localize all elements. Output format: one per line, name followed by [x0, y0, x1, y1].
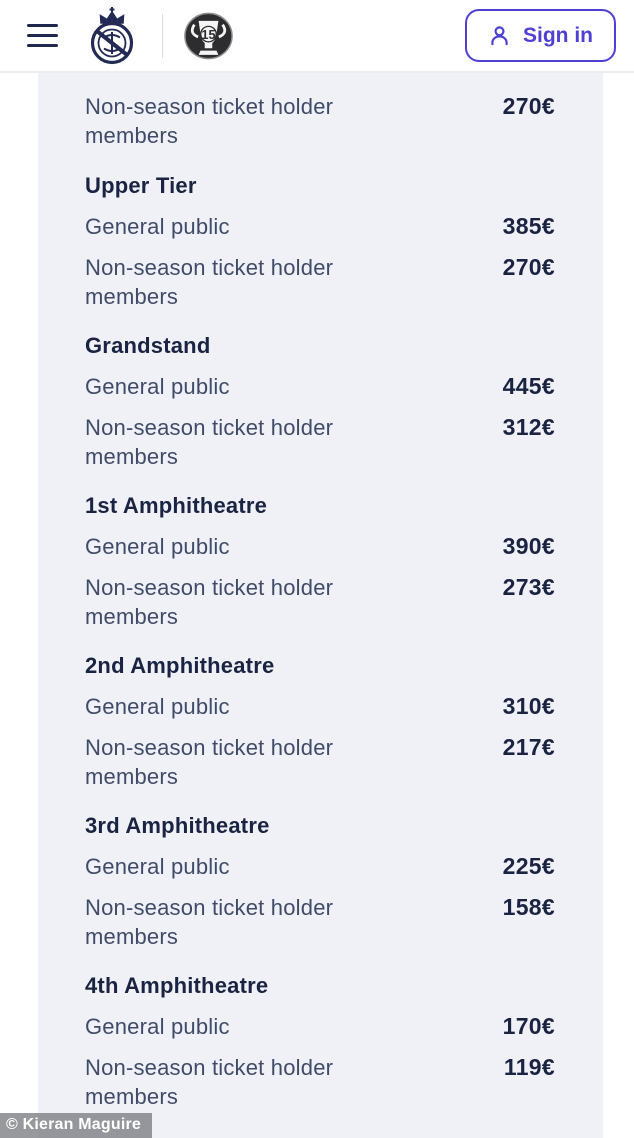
- price-row-label: General public: [85, 374, 230, 399]
- ticket-price-list: Non-season ticket holder members 270€ Up…: [38, 73, 603, 1138]
- price-row-value: 119€: [503, 1054, 555, 1080]
- price-row-label: General public: [85, 1014, 230, 1039]
- price-row-value: 310€: [502, 693, 555, 719]
- price-row: General public 225€: [85, 852, 555, 881]
- price-row-label: Non-season ticket holder members: [85, 735, 334, 789]
- price-row-value: 385€: [502, 213, 555, 239]
- price-row: Non-season ticket holder members 270€: [85, 92, 555, 150]
- price-row-value: 445€: [502, 373, 555, 399]
- real-madrid-crest-icon[interactable]: [87, 6, 137, 66]
- price-row: General public 170€: [85, 1012, 555, 1041]
- price-section-4th-amphitheatre: 4th Amphitheatre General public 170€ Non…: [85, 974, 555, 1111]
- price-row: Non-season ticket holder members 270€: [85, 253, 555, 311]
- section-title: 3rd Amphitheatre: [85, 813, 270, 838]
- sign-in-button[interactable]: Sign in: [465, 9, 616, 62]
- section-title: 1st Amphitheatre: [85, 493, 268, 518]
- price-row: Non-season ticket holder members 158€: [85, 893, 555, 951]
- price-row-value: 170€: [502, 1013, 555, 1039]
- ucl-badge-number: 15: [201, 26, 215, 41]
- header-divider: [162, 13, 163, 58]
- section-title: Grandstand: [85, 333, 211, 358]
- price-section-grandstand: Grandstand General public 445€ Non-seaso…: [85, 334, 555, 471]
- price-row: Non-season ticket holder members 217€: [85, 733, 555, 791]
- price-row-label: Non-season ticket holder members: [85, 415, 334, 469]
- credit-watermark: © Kieran Maguire: [0, 1113, 153, 1138]
- price-row-label: Non-season ticket holder members: [85, 255, 334, 309]
- section-title: 2nd Amphitheatre: [85, 653, 275, 678]
- price-row: General public 390€: [85, 532, 555, 561]
- person-icon: [491, 26, 508, 46]
- price-section-upper-tier: Upper Tier General public 385€ Non-seaso…: [85, 174, 555, 311]
- price-row-label: General public: [85, 214, 230, 239]
- price-row: General public 445€: [85, 372, 555, 401]
- price-row: Non-season ticket holder members 119€: [85, 1053, 555, 1111]
- price-row-value: 270€: [502, 93, 555, 119]
- price-row-label: Non-season ticket holder members: [85, 94, 334, 148]
- price-row-value: 273€: [502, 574, 555, 600]
- section-title: 4th Amphitheatre: [85, 973, 269, 998]
- price-row-value: 390€: [502, 533, 555, 559]
- hamburger-bar: [27, 23, 58, 28]
- price-row-value: 225€: [502, 853, 555, 879]
- price-row-label: General public: [85, 694, 230, 719]
- price-section-3rd-amphitheatre: 3rd Amphitheatre General public 225€ Non…: [85, 814, 555, 951]
- price-row-label: General public: [85, 534, 230, 559]
- price-section-1st-amphitheatre: 1st Amphitheatre General public 390€ Non…: [85, 494, 555, 631]
- price-row-value: 270€: [502, 254, 555, 280]
- price-row-value: 312€: [502, 414, 555, 440]
- price-row-label: Non-season ticket holder members: [85, 1055, 334, 1109]
- price-row-value: 158€: [502, 894, 555, 920]
- price-row: General public 310€: [85, 692, 555, 721]
- hamburger-bar: [27, 43, 58, 48]
- price-row-label: Non-season ticket holder members: [85, 575, 334, 629]
- price-section-2nd-amphitheatre: 2nd Amphitheatre General public 310€ Non…: [85, 654, 555, 791]
- price-row-label: General public: [85, 854, 230, 879]
- price-row: General public 385€: [85, 212, 555, 241]
- hamburger-menu-icon[interactable]: [27, 17, 58, 54]
- hamburger-bar: [27, 33, 58, 38]
- price-row: Non-season ticket holder members 312€: [85, 413, 555, 471]
- app-header: 15 Sign in: [0, 0, 634, 73]
- section-title: Upper Tier: [85, 173, 197, 198]
- price-row-label: Non-season ticket holder members: [85, 895, 334, 949]
- price-row: Non-season ticket holder members 273€: [85, 573, 555, 631]
- price-row-value: 217€: [502, 734, 555, 760]
- sign-in-label: Sign in: [523, 23, 593, 47]
- champions-league-badge-icon: 15: [184, 12, 233, 60]
